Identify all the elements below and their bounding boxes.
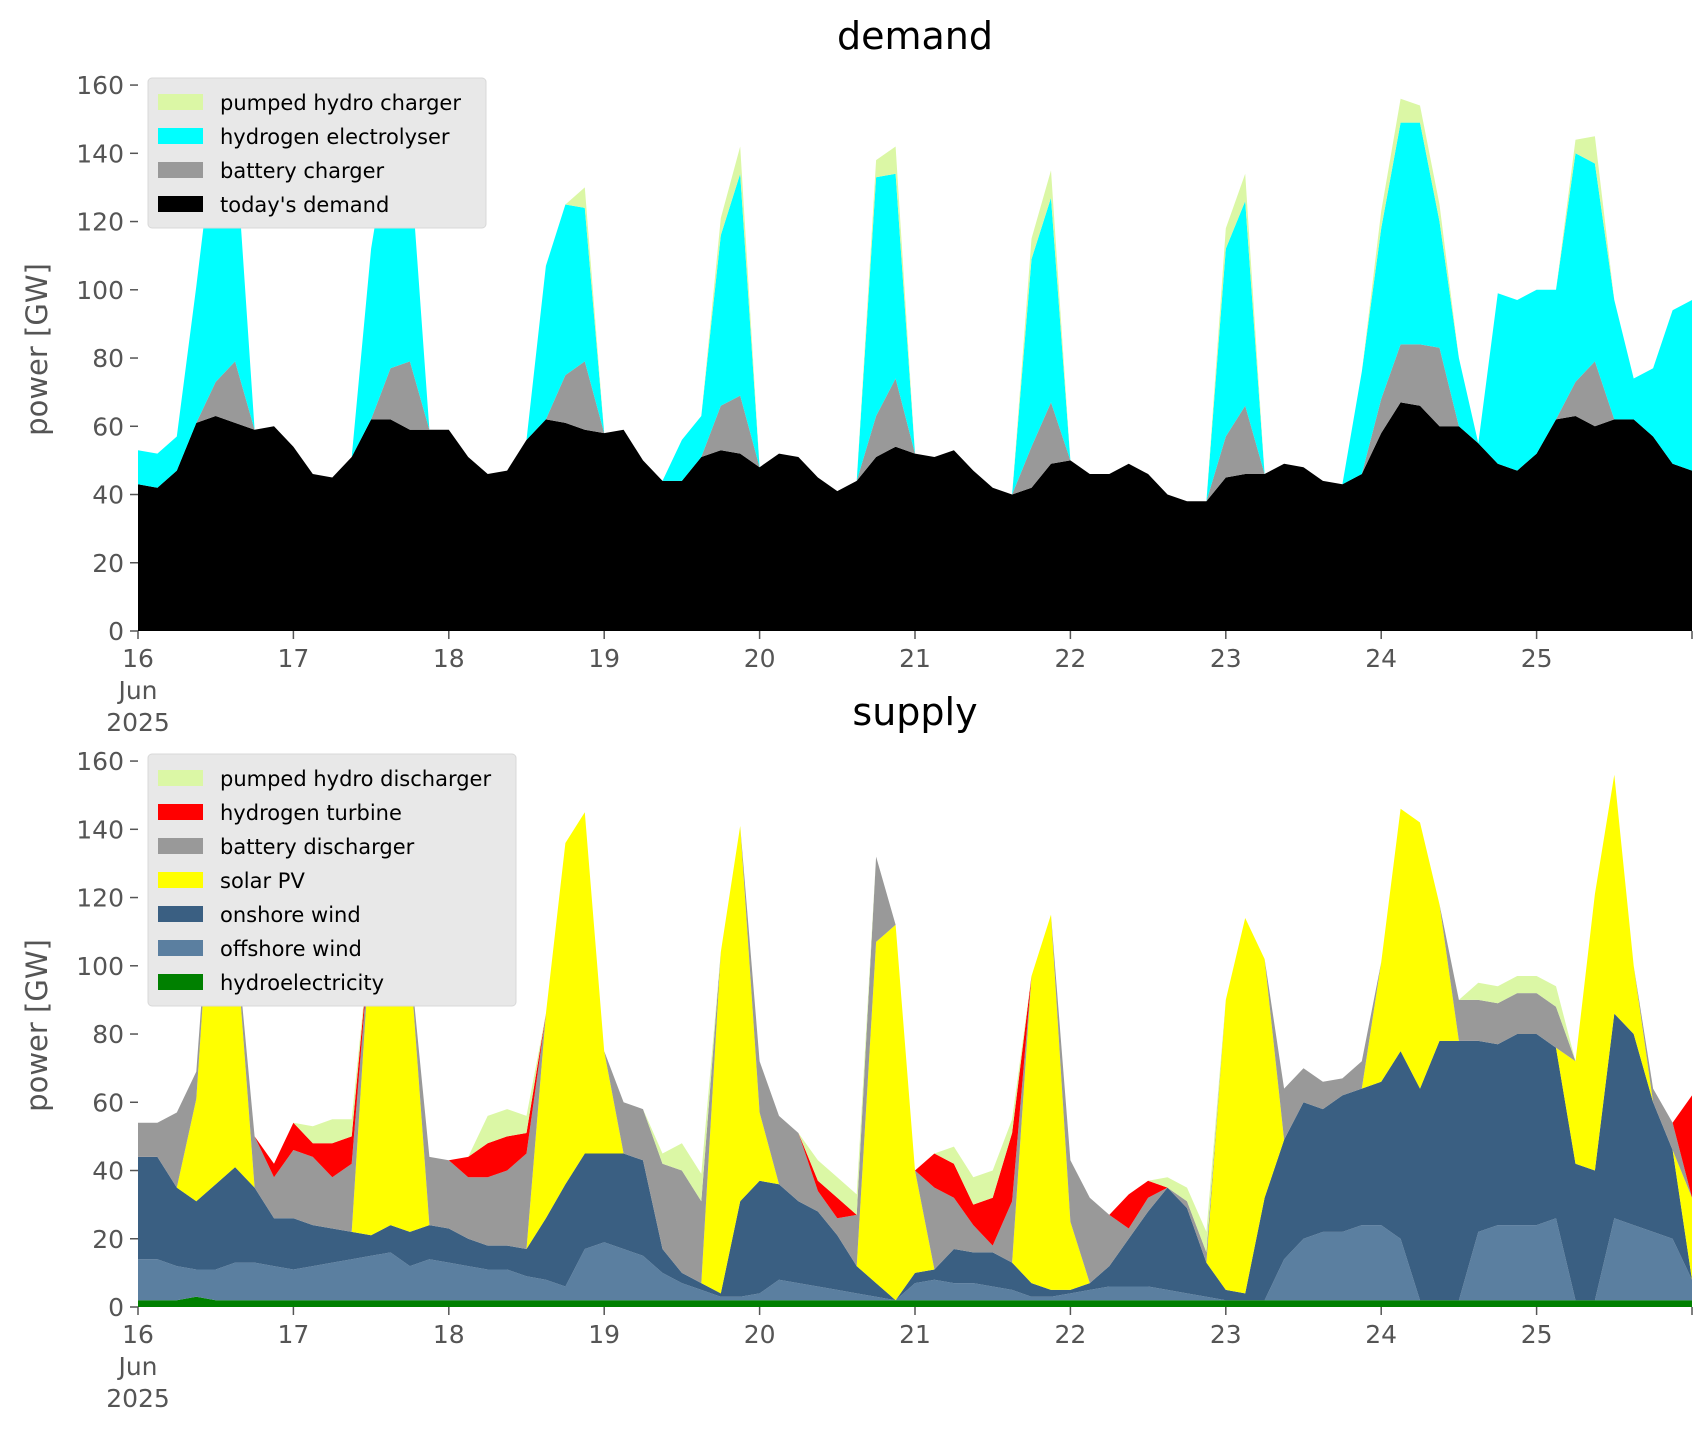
legend-swatch <box>158 872 203 888</box>
x-tick-label: 2025 <box>106 708 170 737</box>
y-tick-label: 140 <box>76 815 124 844</box>
legend-label: hydrogen electrolyser <box>220 125 450 149</box>
y-tick-label: 60 <box>92 412 124 441</box>
legend-box <box>147 77 487 229</box>
legend-label: onshore wind <box>220 903 361 927</box>
x-tick-label: 20 <box>744 644 776 673</box>
area-hydrogen-electrolyser <box>138 122 1692 502</box>
area-solar-pv <box>138 774 1692 1301</box>
y-tick-label: 40 <box>92 1157 124 1186</box>
legend: pumped hydro charger hydrogen electrolyse… <box>147 77 487 229</box>
y-tick-label: 140 <box>76 139 124 168</box>
y-tick-label: 160 <box>76 71 124 100</box>
x-tick-label: 19 <box>588 1320 620 1349</box>
y-tick-label: 40 <box>92 481 124 510</box>
y-tick-label: 20 <box>92 549 124 578</box>
area-pumped-hydro-discharger <box>138 774 1692 1253</box>
legend-label: battery discharger <box>220 835 415 859</box>
y-tick-label: 120 <box>76 208 124 237</box>
legend-swatch <box>158 906 203 922</box>
x-tick-label: 20 <box>744 1320 776 1349</box>
x-tick-label: 25 <box>1521 1320 1553 1349</box>
chart-title: demand <box>837 14 993 58</box>
legend-label: battery charger <box>220 159 385 183</box>
x-tick-label: 18 <box>433 1320 465 1349</box>
legend-swatch <box>158 770 203 786</box>
y-tick-label: 120 <box>76 884 124 913</box>
x-tick-label: 17 <box>277 644 309 673</box>
legend: pumped hydro discharger hydrogen turbine b… <box>147 753 517 1007</box>
legend-label: today's demand <box>220 193 389 217</box>
x-tick-label: Jun <box>116 676 157 705</box>
legend-swatch <box>158 128 203 144</box>
x-tick-label: 23 <box>1210 1320 1242 1349</box>
x-tick-label: 22 <box>1054 644 1086 673</box>
y-tick-label: 0 <box>108 617 124 646</box>
x-tick-label: 18 <box>433 644 465 673</box>
legend-swatch <box>158 838 203 854</box>
legend-label: solar PV <box>220 869 305 893</box>
legend-swatch <box>158 804 203 820</box>
chart-title: supply <box>852 690 977 734</box>
area-battery-charger <box>138 344 1692 502</box>
x-tick-label: 24 <box>1365 644 1397 673</box>
y-tick-label: 60 <box>92 1088 124 1117</box>
y-axis-label: power [GW] <box>20 263 54 436</box>
area-onshore-wind <box>138 1013 1692 1301</box>
legend-label: hydroelectricity <box>220 971 384 995</box>
area-battery-discharger <box>138 774 1692 1284</box>
x-tick-label: 16 <box>122 644 154 673</box>
x-tick-label: 24 <box>1365 1320 1397 1349</box>
legend-label: pumped hydro charger <box>220 91 461 115</box>
legend-swatch <box>158 196 203 212</box>
x-tick-label: 17 <box>277 1320 309 1349</box>
y-tick-label: 0 <box>108 1293 124 1322</box>
x-tick-label: 2025 <box>106 1384 170 1413</box>
x-tick-label: 19 <box>588 644 620 673</box>
y-tick-label: 100 <box>76 276 124 305</box>
x-tick-label: 22 <box>1054 1320 1086 1349</box>
x-tick-label: 21 <box>899 1320 931 1349</box>
y-tick-label: 100 <box>76 952 124 981</box>
demand-chart: demand 0 20 40 60 80 100 120 140 160 power [GW] 16 J… <box>20 14 1693 737</box>
area-hydroelectricity <box>138 1296 1692 1307</box>
legend-label: hydrogen turbine <box>220 801 402 825</box>
legend-swatch <box>158 162 203 178</box>
supply-chart: supply 0 20 40 60 80 100 120 140 160 power [GW] 16 J… <box>20 690 1693 1413</box>
area-offshore-wind <box>138 1218 1692 1301</box>
y-tick-label: 80 <box>92 1020 124 1049</box>
x-tick-label: 16 <box>122 1320 154 1349</box>
x-tick-label: Jun <box>116 1352 157 1381</box>
area-today-s-demand <box>138 402 1692 631</box>
x-tick-label: 21 <box>899 644 931 673</box>
legend-swatch <box>158 940 203 956</box>
legend-label: pumped hydro discharger <box>220 767 491 791</box>
y-axis-label: power [GW] <box>20 939 54 1112</box>
x-tick-label: 25 <box>1521 644 1553 673</box>
y-tick-label: 160 <box>76 747 124 776</box>
legend-label: offshore wind <box>220 937 362 961</box>
legend-box <box>147 753 517 1007</box>
y-tick-label: 20 <box>92 1225 124 1254</box>
legend-swatch <box>158 94 203 110</box>
legend-swatch <box>158 974 203 990</box>
y-tick-label: 80 <box>92 344 124 373</box>
x-tick-label: 23 <box>1210 644 1242 673</box>
